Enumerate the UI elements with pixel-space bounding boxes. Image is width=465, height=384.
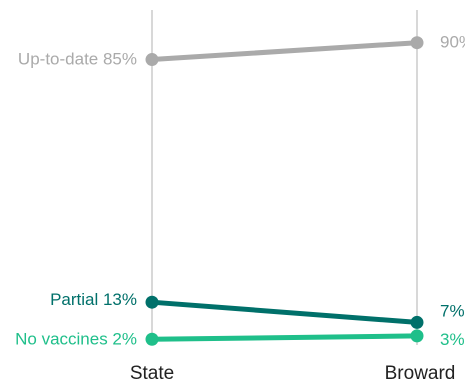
series-layer (145, 36, 424, 346)
point-no-vaccines-broward (410, 329, 424, 343)
left-label-no-vaccines: No vaccines 2% (15, 329, 137, 348)
point-up-to-date-broward (410, 36, 424, 50)
point-no-vaccines-state (145, 332, 159, 346)
left-label-partial: Partial 13% (50, 290, 137, 309)
series-line-up-to-date (149, 40, 420, 63)
left-label-up-to-date: Up-to-date 85% (18, 50, 137, 69)
right-label-up-to-date: 90% (440, 33, 465, 52)
category-axes (151, 10, 418, 345)
point-up-to-date-state (145, 53, 159, 67)
category-label-broward: Broward (385, 363, 456, 384)
category-label-state: State (130, 363, 174, 384)
series-line-no-vaccines (149, 333, 420, 342)
label-layer: State Broward Up-to-date 85% 90% Partial 13%… (15, 33, 465, 384)
right-label-no-vaccines: 3% (440, 330, 465, 349)
point-partial-broward (410, 315, 424, 329)
right-label-partial: 7% (440, 301, 465, 320)
point-partial-state (145, 295, 159, 309)
series-line-partial (149, 299, 420, 325)
